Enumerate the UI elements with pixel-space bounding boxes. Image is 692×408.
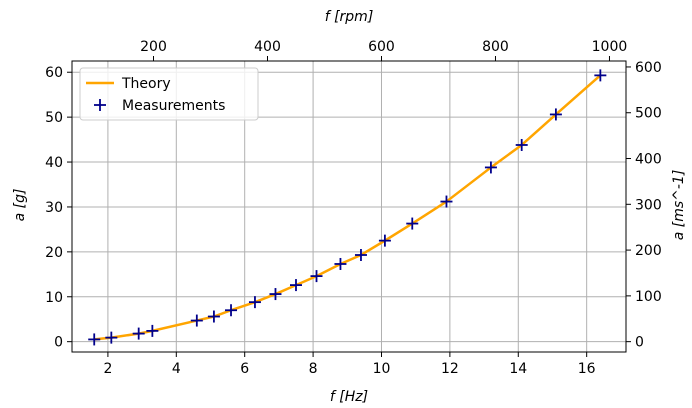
measurement-point-7 [248, 296, 261, 309]
measurement-point-19 [594, 69, 607, 82]
measurement-point-6 [225, 304, 238, 317]
x2-tick-label-3: 800 [482, 39, 509, 55]
measurement-point-3 [146, 324, 159, 337]
x2-axis-label: f [rpm] [325, 9, 374, 25]
measurement-point-11 [334, 257, 347, 270]
x-tick-label-7: 16 [578, 361, 596, 377]
x-tick-label-0: 2 [103, 361, 112, 377]
x2-tick-label-2: 600 [368, 39, 395, 55]
y2-tick-label-0: 0 [635, 335, 644, 351]
measurement-point-14 [406, 217, 419, 230]
x-tick-label-2: 6 [240, 361, 249, 377]
legend-theory-label: Theory [121, 76, 171, 92]
y2-tick-label-4: 400 [635, 152, 662, 168]
measurement-point-17 [515, 138, 528, 151]
y-tick-label-3: 30 [45, 200, 63, 216]
measurement-point-12 [354, 249, 367, 261]
x2-tick-label-4: 1000 [592, 39, 628, 55]
measurement-point-4 [190, 314, 203, 327]
legend: Theory Measurements [79, 67, 259, 121]
measurement-point-15 [440, 195, 453, 208]
x-tick-label-5: 12 [441, 361, 459, 377]
y-tick-label-1: 10 [45, 290, 63, 306]
measurement-point-8 [269, 288, 282, 301]
y2-axis-label: a [ms^-1] [671, 170, 687, 241]
series-layer [88, 69, 607, 346]
y-axis-label: a [g] [12, 189, 28, 222]
measurement-point-10 [310, 270, 323, 283]
measurement-point-5 [207, 310, 220, 323]
measurement-point-13 [378, 234, 391, 247]
y-tick-label-2: 20 [45, 245, 63, 261]
x-axis-label: f [Hz] [330, 389, 368, 405]
legend-measurements-marker [94, 99, 106, 111]
x-tick-label-6: 14 [509, 361, 527, 377]
y2-tick-label-6: 600 [635, 60, 662, 76]
measurement-point-0 [88, 333, 101, 346]
y-tick-label-4: 40 [45, 155, 63, 171]
y-tick-label-0: 0 [54, 335, 63, 351]
measurement-point-16 [484, 161, 497, 174]
x-tick-label-3: 8 [309, 361, 318, 377]
y2-tick-label-1: 100 [635, 289, 662, 305]
x2-tick-label-1: 400 [254, 39, 281, 55]
measurement-point-9 [289, 279, 302, 292]
y-tick-label-6: 60 [45, 65, 63, 81]
legend-box [79, 67, 259, 121]
y2-tick-label-3: 300 [635, 197, 662, 213]
y2-tick-label-2: 200 [635, 243, 662, 259]
y2-tick-label-5: 500 [635, 106, 662, 122]
measurement-point-2 [132, 327, 145, 340]
measurement-point-1 [105, 331, 118, 344]
measurement-point-18 [549, 108, 562, 121]
x2-tick-label-0: 200 [140, 39, 167, 55]
theory-line [94, 74, 602, 341]
x-tick-label-4: 10 [373, 361, 391, 377]
x-tick-label-1: 4 [172, 361, 181, 377]
legend-measurements-label: Measurements [122, 98, 225, 114]
y-tick-label-5: 50 [45, 110, 63, 126]
